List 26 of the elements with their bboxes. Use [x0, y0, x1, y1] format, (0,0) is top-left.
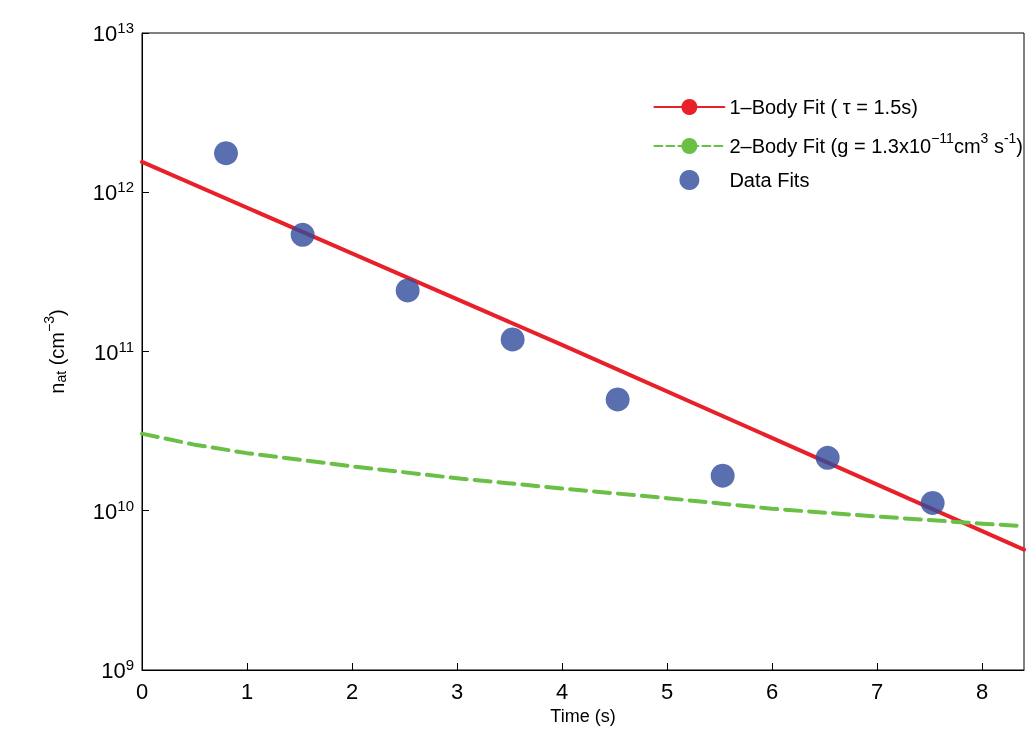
legend-label: 1–Body Fit ( τ = 1.5s): [729, 96, 918, 118]
x-tick-label: 1: [240, 678, 254, 704]
x-tick-label: 4: [555, 678, 569, 704]
point: [710, 463, 735, 488]
point: [815, 445, 840, 470]
legend-label: Data Fits: [729, 169, 810, 191]
point: [214, 141, 238, 166]
y-tick-label: 10$^{11}$: [93, 337, 134, 366]
x-tick-label: 7: [870, 678, 884, 704]
y-axis-title: nat (cm−3): [41, 309, 69, 394]
point: [395, 278, 420, 303]
x-tick-label: 6: [765, 678, 779, 704]
x-tick-label: 2: [345, 678, 359, 704]
point: [500, 327, 525, 352]
x-tick-label: 0: [135, 678, 149, 704]
point: [290, 222, 315, 247]
point: [605, 387, 630, 412]
x-axis-title: Time (s): [550, 705, 616, 726]
x-tick-label: 8: [975, 678, 989, 704]
y-tick-label: 10$^{13}$: [92, 18, 134, 48]
y-tick-label: 10$^{12}$: [92, 178, 134, 207]
point: [920, 490, 945, 515]
x-tick-label: 5: [660, 678, 674, 704]
y-tick-label: 10$^{10}$: [92, 496, 134, 525]
y-tick-label: 10$^{9}$: [101, 655, 134, 685]
x-tick-label: 3: [450, 678, 464, 704]
